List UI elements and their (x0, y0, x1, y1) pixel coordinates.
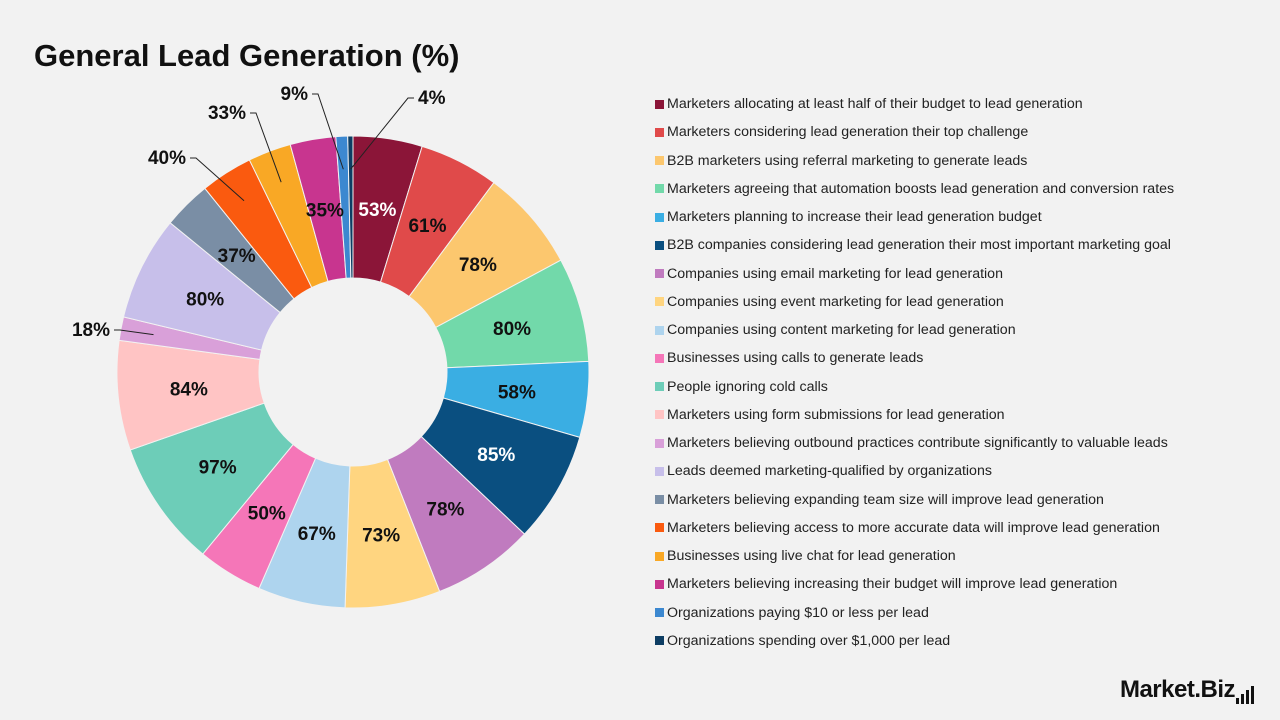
legend-swatch (655, 325, 664, 335)
legend-item: B2B companies considering lead generatio… (655, 231, 1265, 259)
legend-item: Companies using content marketing for le… (655, 316, 1265, 344)
legend-label: Companies using content marketing for le… (667, 322, 1016, 339)
legend-label: Companies using email marketing for lead… (667, 265, 1003, 282)
legend-label: Companies using event marketing for lead… (667, 293, 1004, 310)
legend-item: Marketers believing outbound practices c… (655, 429, 1265, 457)
legend-label: Marketers believing expanding team size … (667, 491, 1104, 508)
legend-swatch (655, 579, 664, 589)
legend-swatch (655, 410, 664, 420)
data-label-19: 9% (281, 84, 309, 105)
legend-item: Marketers believing expanding team size … (655, 486, 1265, 514)
data-label-10: 50% (248, 504, 286, 525)
legend-swatch (655, 184, 664, 194)
legend-label: B2B companies considering lead generatio… (667, 237, 1171, 254)
legend-label: Marketers believing outbound practices c… (667, 435, 1168, 452)
legend-label: Marketers believing increasing their bud… (667, 576, 1118, 593)
legend-swatch (655, 551, 664, 561)
legend-label: People ignoring cold calls (667, 378, 828, 395)
legend-label: Businesses using live chat for lead gene… (667, 548, 956, 565)
legend-label: B2B marketers using referral marketing t… (667, 152, 1028, 169)
data-label-13: 18% (72, 320, 110, 341)
slices (116, 135, 590, 609)
data-label-16: 40% (148, 148, 186, 169)
data-labels: 53% 61% 78% 80% 58% 85% 78% 73% 67% 50% 97% 84% 18% 8… (72, 84, 536, 547)
callout-line-16 (190, 157, 245, 202)
legend-item: Marketers considering lead generation th… (655, 118, 1265, 146)
legend-item: Marketers using form submissions for lea… (655, 401, 1265, 429)
legend-label: Marketers believing access to more accur… (667, 519, 1160, 536)
data-label-5: 58% (498, 382, 536, 403)
data-label-14: 80% (186, 290, 224, 311)
legend-item: Marketers agreeing that automation boost… (655, 175, 1265, 203)
legend-label: Businesses using calls to generate leads (667, 350, 924, 367)
legend-item: Companies using event marketing for lead… (655, 288, 1265, 316)
legend-item: Marketers allocating at least half of th… (655, 90, 1265, 118)
legend-swatch (655, 127, 664, 137)
callout-line-20 (350, 97, 414, 170)
legend-swatch (655, 382, 664, 392)
legend-item: People ignoring cold calls (655, 373, 1265, 401)
legend-label: Organizations spending over $1,000 per l… (667, 632, 951, 649)
legend-item: Marketers believing increasing their bud… (655, 570, 1265, 598)
legend-swatch (655, 297, 664, 307)
legend-label: Marketers planning to increase their lea… (667, 209, 1042, 226)
legend-item: Companies using email marketing for lead… (655, 260, 1265, 288)
legend-label: Leads deemed marketing-qualified by orga… (667, 463, 992, 480)
legend-swatch (655, 608, 664, 618)
callout-line-13 (114, 329, 154, 336)
data-label-20: 4% (418, 88, 446, 109)
legend-label: Organizations paying $10 or less per lea… (667, 604, 929, 621)
data-label-6: 85% (477, 445, 515, 466)
legend-item: Businesses using live chat for lead gene… (655, 542, 1265, 570)
data-label-2: 61% (408, 216, 446, 237)
legend-swatch (655, 466, 664, 476)
legend-swatch (655, 269, 664, 279)
legend-item: Businesses using calls to generate leads (655, 344, 1265, 372)
slice-20 (347, 135, 354, 279)
legend-swatch (655, 523, 664, 533)
legend-item: Marketers believing access to more accur… (655, 514, 1265, 542)
data-label-3: 78% (459, 255, 497, 276)
data-label-4: 80% (493, 319, 531, 340)
chart-legend: Marketers allocating at least half of th… (655, 90, 1265, 655)
legend-swatch (655, 240, 664, 250)
chart-title: General Lead Generation (%) (34, 38, 460, 73)
callout-line-19 (312, 93, 344, 170)
legend-label: Marketers considering lead generation th… (667, 124, 1029, 141)
data-label-7: 78% (426, 500, 464, 521)
legend-swatch (655, 495, 664, 505)
donut-chart: 53% 61% 78% 80% 58% 85% 78% 73% 67% 50% 97% 84% 18% 8… (72, 84, 590, 609)
legend-item: Leads deemed marketing-qualified by orga… (655, 457, 1265, 485)
data-label-1: 53% (358, 200, 396, 221)
data-label-15: 37% (218, 246, 256, 267)
data-label-12: 84% (170, 380, 208, 401)
legend-label: Marketers using form submissions for lea… (667, 406, 1005, 423)
legend-swatch (655, 156, 664, 166)
legend-swatch (655, 212, 664, 222)
legend-swatch (655, 99, 664, 109)
callout-line-17 (250, 112, 282, 183)
legend-swatch (655, 353, 664, 363)
bar-chart-icon (1236, 676, 1256, 704)
brand-logo: Market.Biz (1120, 676, 1256, 704)
legend-swatch (655, 636, 664, 646)
data-label-17: 33% (208, 103, 246, 124)
data-label-18: 35% (306, 200, 344, 221)
legend-item: Organizations spending over $1,000 per l… (655, 627, 1265, 655)
data-label-9: 67% (298, 524, 336, 545)
brand-name: Market.Biz (1119, 676, 1236, 703)
data-label-8: 73% (362, 526, 400, 547)
data-label-11: 97% (199, 457, 237, 478)
legend-item: Marketers planning to increase their lea… (655, 203, 1265, 231)
legend-label: Marketers allocating at least half of th… (667, 96, 1083, 113)
legend-label: Marketers agreeing that automation boost… (667, 180, 1175, 197)
legend-item: Organizations paying $10 or less per lea… (655, 599, 1265, 627)
legend-swatch (655, 438, 664, 448)
legend-item: B2B marketers using referral marketing t… (655, 147, 1265, 175)
